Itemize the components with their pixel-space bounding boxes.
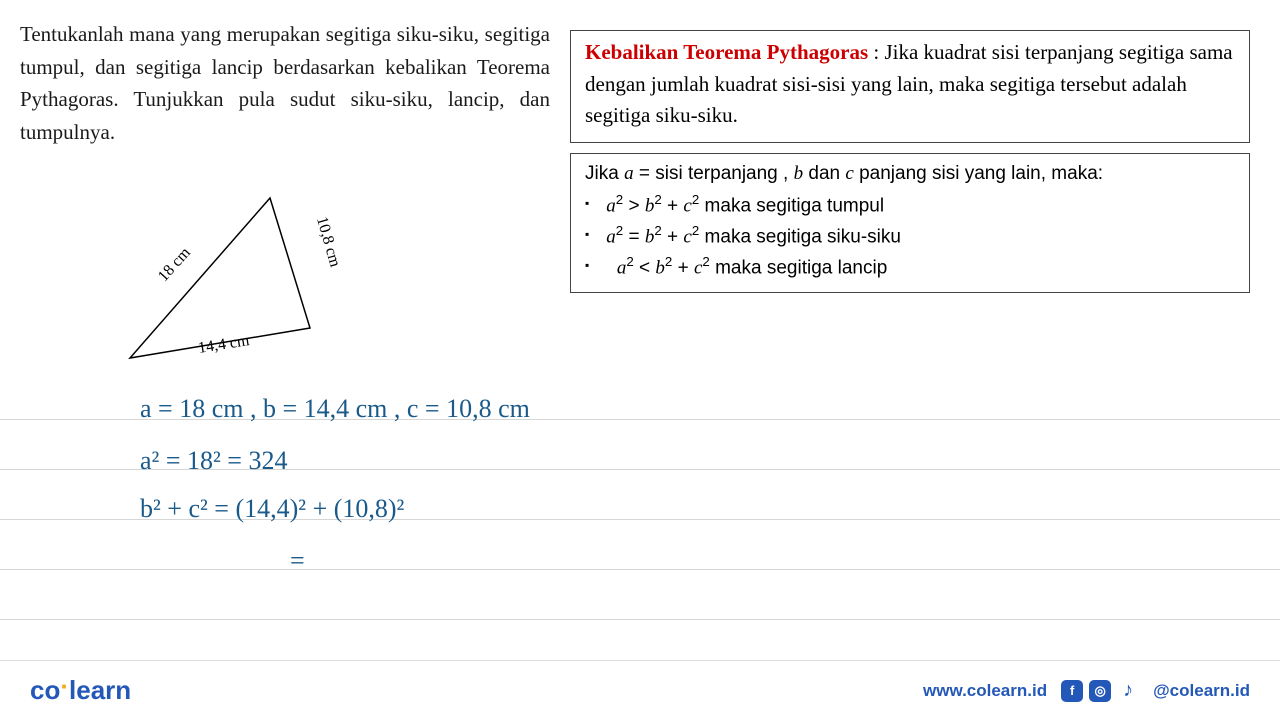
content-area: Tentukanlah mana yang merupakan segitiga… — [0, 0, 1280, 378]
rule-rel-1: = — [628, 226, 639, 247]
rules-box: Jika a = sisi terpanjang , b dan c panja… — [570, 153, 1250, 294]
theorem-box: Kebalikan Teorema Pythagoras : Jika kuad… — [570, 30, 1250, 143]
right-column: Kebalikan Teorema Pythagoras : Jika kuad… — [570, 18, 1250, 378]
footer-right: www.colearn.id f ◎ ♪ @colearn.id — [923, 680, 1250, 702]
ruled-line — [0, 570, 1280, 620]
rules-mid2: dan — [803, 163, 845, 184]
triangle-figure: 18 cm 10,8 cm 14,4 cm — [120, 178, 400, 378]
rule-rel-0: > — [628, 195, 639, 216]
rule-item-1: a2 = b2 + c2 maka segitiga siku-siku — [585, 221, 1235, 252]
rule-rel-2: < — [639, 257, 650, 278]
logo-learn: learn — [69, 675, 131, 705]
rules-var-a: a — [624, 163, 634, 184]
handwritten-line-0: a = 18 cm , b = 14,4 cm , c = 10,8 cm — [140, 394, 530, 424]
question-text: Tentukanlah mana yang merupakan segitiga… — [20, 18, 550, 148]
ruled-line — [0, 520, 1280, 570]
left-column: Tentukanlah mana yang merupakan segitiga… — [20, 18, 550, 378]
rules-suffix: panjang sisi yang lain, maka: — [854, 163, 1103, 184]
logo-dot-icon: · — [60, 671, 69, 701]
handwritten-line-2: b² + c² = (14,4)² + (10,8)² — [140, 494, 404, 524]
handwritten-line-3: = — [290, 546, 305, 576]
rules-var-b: b — [794, 163, 804, 184]
ruled-worksheet-area: a = 18 cm , b = 14,4 cm , c = 10,8 cm a²… — [0, 370, 1280, 620]
rule-label-0: maka segitiga tumpul — [699, 195, 884, 216]
footer-url[interactable]: www.colearn.id — [923, 681, 1047, 701]
rules-var-c: c — [845, 163, 853, 184]
rules-intro-prefix: Jika — [585, 163, 624, 184]
colearn-logo: co·learn — [30, 675, 131, 706]
rule-item-0: a2 > b2 + c2 maka segitiga tumpul — [585, 190, 1235, 221]
rule-label-2: maka segitiga lancip — [710, 257, 887, 278]
rule-label-1: maka segitiga siku-siku — [699, 226, 901, 247]
logo-co: co — [30, 675, 60, 705]
footer-handle[interactable]: @colearn.id — [1153, 681, 1250, 701]
theorem-title: Kebalikan Teorema Pythagoras — [585, 40, 868, 64]
facebook-icon[interactable]: f — [1061, 680, 1083, 702]
rules-mid1: = sisi terpanjang , — [634, 163, 794, 184]
rule-item-2: a2 < b2 + c2 maka segitiga lancip — [585, 252, 1235, 283]
footer: co·learn www.colearn.id f ◎ ♪ @colearn.i… — [0, 660, 1280, 720]
social-icons: f ◎ ♪ — [1061, 680, 1139, 702]
tiktok-icon[interactable]: ♪ — [1117, 680, 1139, 702]
instagram-icon[interactable]: ◎ — [1089, 680, 1111, 702]
handwritten-line-1: a² = 18² = 324 — [140, 446, 287, 476]
rules-intro: Jika a = sisi terpanjang , b dan c panja… — [585, 160, 1235, 189]
